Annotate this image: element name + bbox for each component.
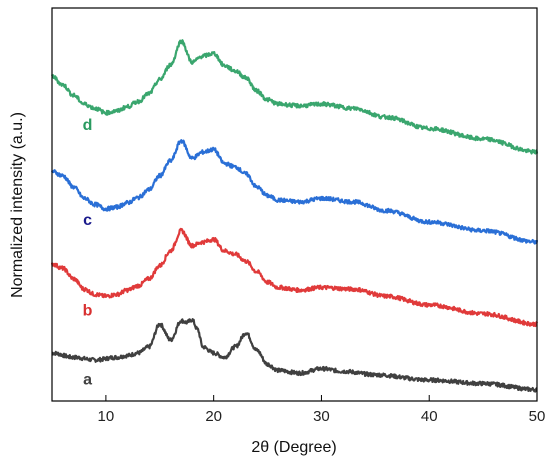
- x-axis-label: 2θ (Degree): [251, 439, 336, 456]
- x-tick-label: 30: [313, 408, 330, 425]
- x-tick-label: 40: [421, 408, 438, 425]
- x-tick-label: 50: [529, 408, 546, 425]
- curve-label-d: d: [83, 117, 93, 134]
- curves-group: [50, 39, 539, 393]
- curve-label-c: c: [83, 212, 92, 229]
- x-tick-label: 10: [98, 408, 115, 425]
- y-axis-label: Normalized intensity (a.u.): [9, 112, 26, 298]
- curve-label-a: a: [83, 371, 92, 388]
- curve-label-b: b: [83, 303, 93, 320]
- curve-labels-group: a b c d: [83, 117, 93, 388]
- x-ticks-group: 10 20 30 40 50: [98, 395, 546, 425]
- series-line-c: [50, 139, 539, 245]
- series-line-b: [50, 227, 538, 328]
- plot-frame: [51, 7, 538, 402]
- series-line-d: [50, 39, 539, 155]
- x-tick-label: 20: [205, 408, 222, 425]
- series-line-a: [51, 318, 538, 393]
